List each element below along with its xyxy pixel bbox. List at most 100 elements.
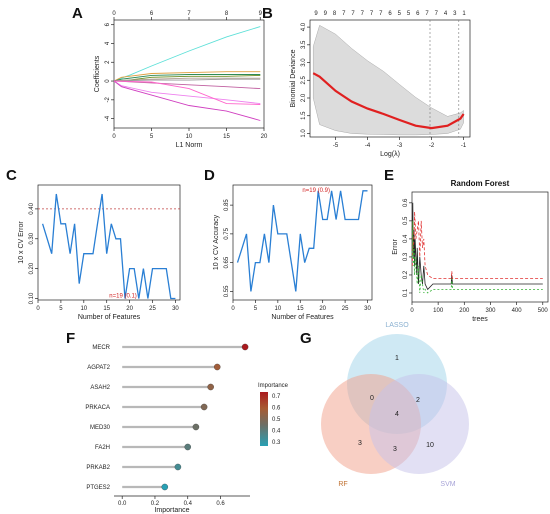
coefficient-path-line <box>113 80 261 105</box>
top-tick-label: 5 <box>407 11 411 17</box>
plot-frame <box>309 19 471 138</box>
y-tick-label: 2 <box>105 60 111 64</box>
top-tick-label: 7 <box>435 11 439 17</box>
chart-title: Random Forest <box>451 179 510 188</box>
venn-region-count: 0 <box>370 395 374 402</box>
x-axis-label: Number of Features <box>78 314 141 321</box>
colorbar-tick-label: 0.7 <box>272 394 281 400</box>
y-axis-label: Error <box>392 239 399 255</box>
y-tick-label: 4.0 <box>301 22 307 31</box>
panel-letter-b: B <box>262 5 273 22</box>
top-tick-label: 6 <box>388 11 392 17</box>
feature-label: ASAH2 <box>90 385 110 391</box>
panel-letter-d: D <box>204 167 215 184</box>
coefficient-path-line <box>113 80 261 105</box>
x-tick-label: 500 <box>538 308 549 314</box>
feature-label: AGPAT2 <box>87 365 110 371</box>
cv-accuracy-line <box>236 190 368 292</box>
lollipop-point <box>192 423 200 431</box>
x-tick-label: 0 <box>112 134 116 140</box>
deviance-mean-line <box>312 72 465 130</box>
x-tick-label: 15 <box>223 134 230 140</box>
top-tick-label: 7 <box>342 11 346 17</box>
venn-region-count: 10 <box>426 442 434 449</box>
x-tick-label: 30 <box>172 306 179 312</box>
x-tick-label: 10 <box>274 306 281 312</box>
x-tick-label: 400 <box>512 308 523 314</box>
x-axis-label: Importance <box>154 507 189 514</box>
venn-region-count: 3 <box>358 440 362 447</box>
x-tick-label: 30 <box>364 306 371 312</box>
y-tick-label: 0.55 <box>224 285 230 297</box>
y-tick-label: 0.30 <box>29 232 35 244</box>
coefficient-path-line <box>113 78 261 82</box>
panel-letter-e: E <box>384 167 394 184</box>
x-tick-label: -4 <box>365 143 371 149</box>
y-tick-label: 6 <box>105 22 111 26</box>
x-axis-label: L1 Norm <box>176 142 203 149</box>
y-tick-label: 0.3 <box>403 252 409 261</box>
venn-region-count: 3 <box>393 446 397 453</box>
x-tick-label: -2 <box>429 143 435 149</box>
panel-letter-g: G <box>300 330 312 347</box>
y-tick-label: -4 <box>105 115 111 121</box>
optimal-point-annotation: n=19 (0.9) <box>302 188 330 194</box>
lollipop-point <box>241 343 249 351</box>
y-tick-label: 0 <box>105 79 111 83</box>
top-tick-label: 7 <box>425 11 429 17</box>
confidence-band <box>312 24 464 136</box>
y-tick-label: 0.4 <box>403 234 409 243</box>
venn-set-circle <box>369 374 469 474</box>
feature-label: PRKAB2 <box>86 465 110 471</box>
feature-label: FA2H <box>95 445 110 451</box>
feature-label: MED30 <box>90 425 111 431</box>
y-tick-label: 0.2 <box>403 270 409 279</box>
y-axis-label: Binomial Deviance <box>290 49 297 107</box>
coefficient-path-line <box>113 80 261 90</box>
y-tick-label: 2.5 <box>301 75 307 84</box>
top-tick-label: 7 <box>370 11 374 17</box>
error-rate-line <box>411 211 543 280</box>
colorbar-tick-label: 0.5 <box>272 417 281 423</box>
top-tick-label: 9 <box>259 11 263 17</box>
venn-region-count: 1 <box>395 355 399 362</box>
x-tick-label: -5 <box>333 143 339 149</box>
x-tick-label: 10 <box>186 134 193 140</box>
top-tick-label: 9 <box>324 11 328 17</box>
y-tick-label: 1.0 <box>301 129 307 138</box>
x-tick-label: 5 <box>59 306 63 312</box>
y-tick-label: 0.75 <box>224 227 230 239</box>
x-tick-label: 15 <box>297 306 304 312</box>
lollipop-point <box>184 443 191 451</box>
legend-title: Importance <box>258 383 289 389</box>
top-tick-label: 7 <box>351 11 355 17</box>
y-axis-label: Coefficients <box>94 55 101 92</box>
plot-frame <box>232 184 373 301</box>
optimal-point-annotation: n=19 (0.1) <box>109 294 137 300</box>
panel-e-random-forest: 0 100 200 300 400 500 0.1 0.2 0.3 0.4 0.5 0.6 trees E… <box>392 179 548 323</box>
top-tick-label: 8 <box>333 11 337 17</box>
top-tick-label: 5 <box>398 11 402 17</box>
x-tick-label: 0.6 <box>216 501 225 507</box>
venn-set-label: SVM <box>440 481 455 488</box>
plot-frame <box>411 191 549 303</box>
top-tick-label: 7 <box>361 11 365 17</box>
lollipop-point <box>174 463 182 471</box>
x-tick-label: 5 <box>150 134 154 140</box>
panel-c-cv-error: 0 5 10 15 20 25 30 0.10 0.20 0.30 0.40 Number of Fe… <box>18 184 181 321</box>
venn-region-count: 2 <box>416 397 420 404</box>
coefficient-path-line <box>113 26 261 82</box>
y-tick-label: 0.85 <box>224 199 230 211</box>
cv-error-line <box>41 193 176 300</box>
x-tick-label: 0.2 <box>151 501 160 507</box>
lollipop-point <box>200 403 208 411</box>
top-tick-label: 6 <box>416 11 420 17</box>
top-tick-label: 3 <box>453 11 457 17</box>
lollipop-point <box>207 383 214 391</box>
y-tick-label: 4 <box>105 41 111 45</box>
panel-letter-f: F <box>66 330 75 347</box>
x-tick-label: 20 <box>261 134 268 140</box>
y-tick-label: 0.10 <box>29 292 35 304</box>
coefficient-path-line <box>113 74 261 82</box>
colorbar-tick-label: 0.6 <box>272 406 281 412</box>
